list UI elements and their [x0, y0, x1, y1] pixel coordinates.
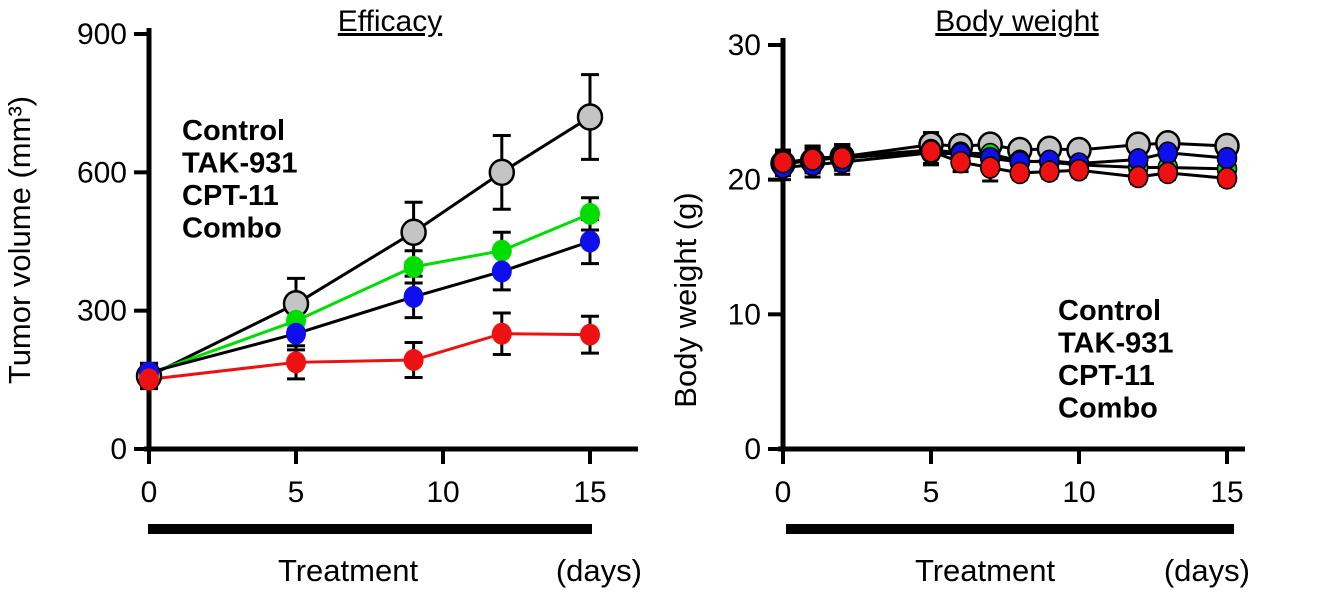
marker-Combo — [772, 150, 794, 174]
legend-label-tak-931: TAK-931 — [1058, 328, 1174, 360]
legend-label-tak-931: TAK-931 — [182, 148, 298, 180]
marker-Control — [576, 103, 604, 131]
marker-TAK-931 — [1157, 141, 1179, 165]
marker-Combo — [403, 349, 424, 372]
chart-title-efficacy: Efficacy — [338, 5, 443, 38]
marker-Combo — [979, 156, 1001, 179]
legend-label-combo: Combo — [1058, 393, 1158, 425]
y-tick-label: 20 — [728, 164, 761, 197]
x-tick-label: 15 — [573, 476, 606, 509]
legend-label-cpt-11: CPT-11 — [1058, 360, 1155, 392]
marker-Combo — [139, 368, 159, 391]
treatment-bar — [786, 524, 1234, 534]
marker-TAK-931 — [286, 322, 306, 345]
x-tick-label: 15 — [1210, 476, 1243, 509]
chart-title-body-weight: Body weight — [935, 5, 1099, 38]
treatment-bar — [148, 524, 592, 534]
marker-CPT-11 — [403, 255, 424, 278]
marker-Control — [400, 218, 427, 247]
marker-CPT-11 — [580, 202, 600, 225]
marker-Combo — [1009, 161, 1031, 185]
marker-Combo — [1157, 161, 1179, 185]
marker-TAK-931 — [403, 285, 424, 308]
efficacy-chart: Efficacy Tumor volume (mm³) Treatment (d… — [2, 5, 642, 588]
y-tick-label: 300 — [77, 295, 127, 328]
marker-TAK-931 — [491, 260, 512, 283]
marker-TAK-931 — [580, 230, 600, 253]
y-tick-label: 600 — [77, 156, 127, 189]
series-line-TAK-931 — [148, 240, 591, 374]
y-tick-label: 10 — [728, 298, 761, 331]
x-tick-label: 0 — [775, 476, 792, 509]
y-tick-label: 0 — [744, 433, 761, 466]
marker-Combo — [286, 351, 306, 374]
x-tick-label: 0 — [141, 476, 158, 509]
y-tick-label: 900 — [77, 18, 127, 51]
marker-Combo — [491, 322, 512, 345]
legend-label-combo: Combo — [182, 213, 282, 245]
marker-Combo — [802, 148, 823, 171]
marker-TAK-931 — [1216, 146, 1238, 170]
marker-Combo — [1127, 165, 1149, 189]
marker-Combo — [831, 146, 853, 170]
y-axis-label-body-weight: Body weight (g) — [668, 192, 703, 407]
legend-label-control: Control — [1058, 295, 1161, 327]
x-tick-label: 5 — [288, 476, 305, 509]
marker-Control — [488, 158, 516, 187]
days-label-right: (days) — [1164, 553, 1250, 588]
legend-label-control: Control — [182, 115, 285, 147]
y-axis-label-tumor-volume: Tumor volume (mm³) — [2, 96, 37, 384]
marker-Combo — [1216, 167, 1238, 190]
marker-Combo — [1039, 160, 1060, 183]
legend-label-cpt-11: CPT-11 — [182, 180, 279, 212]
marker-Combo — [1068, 158, 1090, 182]
marker-Combo — [950, 150, 971, 174]
plot-area-efficacy: 0 300 600 900 0 5 10 15 ControlTAK-931CPT-11Comb… — [77, 18, 638, 534]
marker-CPT-11 — [491, 239, 512, 262]
marker-Combo — [920, 140, 942, 163]
x-tick-label: 10 — [426, 476, 459, 509]
days-label-left: (days) — [556, 553, 642, 588]
treatment-label-left: Treatment — [278, 553, 419, 588]
body-weight-chart: Body weight Body weight (g) Treatment (d… — [668, 5, 1250, 588]
treatment-label-right: Treatment — [915, 553, 1056, 588]
marker-Combo — [580, 323, 600, 346]
x-tick-label: 5 — [923, 476, 940, 509]
y-tick-label: 30 — [728, 29, 761, 62]
y-tick-label: 0 — [110, 433, 127, 466]
x-tick-label: 10 — [1062, 476, 1095, 509]
